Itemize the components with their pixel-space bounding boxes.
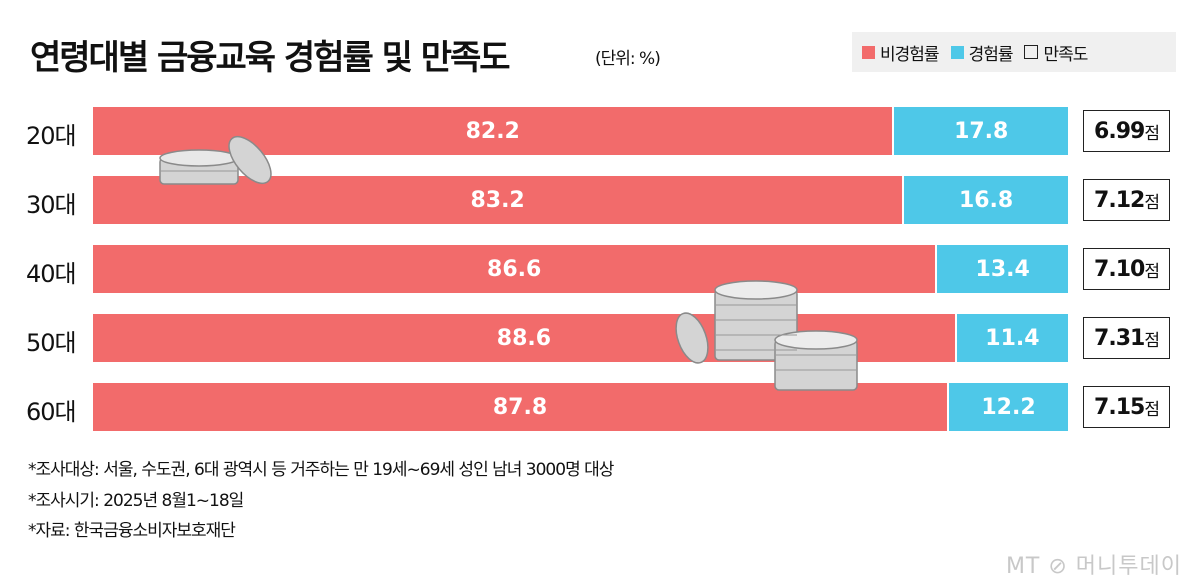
data-label: 12.2 bbox=[981, 394, 1036, 420]
legend: 비경험률 경험률 만족도 bbox=[852, 32, 1176, 72]
data-label: 13.4 bbox=[975, 256, 1030, 282]
satisfaction-score: 6.99 점 bbox=[1083, 110, 1170, 152]
category-label: 60대 bbox=[26, 398, 77, 426]
data-label: 86.6 bbox=[487, 256, 542, 282]
data-label: 87.8 bbox=[492, 394, 548, 420]
data-label: 16.8 bbox=[958, 187, 1014, 213]
score-value: 7.10 bbox=[1094, 256, 1145, 282]
bar-row: 20대 82.2 17.8 6.99 점 bbox=[0, 107, 1200, 155]
bar-experience: 17.8 bbox=[894, 107, 1068, 155]
category-label: 40대 bbox=[26, 260, 77, 288]
legend-swatch bbox=[862, 45, 875, 59]
chart-title: 연령대별 금융교육 경험률 및 만족도 bbox=[30, 38, 511, 78]
bar-experience: 16.8 bbox=[904, 176, 1068, 224]
bar-row: 30대 83.2 16.8 7.12 점 bbox=[0, 176, 1200, 224]
bar-row: 60대 87.8 12.2 7.15 점 bbox=[0, 383, 1200, 431]
bar-non-experience: 87.8 bbox=[93, 383, 948, 431]
bar-non-experience: 82.2 bbox=[93, 107, 893, 155]
data-label: 88.6 bbox=[496, 325, 552, 351]
score-value: 6.99 bbox=[1094, 118, 1145, 144]
legend-non-experience: 비경험률 bbox=[862, 40, 940, 65]
category-label: 50대 bbox=[26, 329, 77, 357]
unit-label: (단위: %) bbox=[595, 49, 661, 69]
bar-non-experience: 86.6 bbox=[93, 245, 936, 293]
score-suffix: 점 bbox=[1144, 330, 1160, 351]
bar-experience: 13.4 bbox=[937, 245, 1068, 293]
legend-label: 만족도 bbox=[1043, 44, 1088, 65]
satisfaction-score: 7.15 점 bbox=[1083, 386, 1170, 428]
category-label: 20대 bbox=[26, 122, 77, 150]
bar-experience: 12.2 bbox=[949, 383, 1068, 431]
score-value: 7.31 bbox=[1094, 325, 1145, 351]
bar-row: 50대 88.6 11.4 7.31 점 bbox=[0, 314, 1200, 362]
publisher-logo: MT ⊘ 머니투데이 bbox=[1005, 554, 1182, 579]
legend-experience: 경험률 bbox=[950, 40, 1014, 65]
satisfaction-score: 7.12 점 bbox=[1083, 179, 1170, 221]
note-subject: *조사대상: 서울, 수도권, 6대 광역시 등 거주하는 만 19세~69세 … bbox=[28, 460, 614, 480]
bar-non-experience: 83.2 bbox=[93, 176, 903, 224]
score-suffix: 점 bbox=[1144, 192, 1160, 213]
score-suffix: 점 bbox=[1144, 399, 1160, 420]
bar-experience: 11.4 bbox=[956, 314, 1068, 362]
note-period: *조사시기: 2025년 8월1~18일 bbox=[28, 491, 244, 511]
score-suffix: 점 bbox=[1144, 123, 1160, 144]
score-value: 7.12 bbox=[1094, 187, 1145, 213]
legend-label: 경험률 bbox=[968, 44, 1014, 65]
bar-non-experience: 88.6 bbox=[93, 314, 955, 362]
data-label: 17.8 bbox=[954, 118, 1009, 144]
satisfaction-score: 7.10 점 bbox=[1083, 248, 1170, 290]
bar-row: 40대 86.6 13.4 7.10 점 bbox=[0, 245, 1200, 293]
note-source: *자료: 한국금융소비자보호재단 bbox=[28, 521, 236, 541]
data-label: 83.2 bbox=[470, 187, 525, 213]
legend-satisfaction: 만족도 bbox=[1024, 40, 1088, 65]
legend-swatch bbox=[950, 45, 964, 59]
legend-label: 비경험률 bbox=[880, 44, 940, 65]
satisfaction-score: 7.31 점 bbox=[1083, 317, 1170, 359]
score-suffix: 점 bbox=[1144, 261, 1160, 282]
data-label: 82.2 bbox=[465, 118, 520, 144]
legend-swatch bbox=[1024, 45, 1039, 59]
data-label: 11.4 bbox=[985, 325, 1040, 351]
category-label: 30대 bbox=[26, 191, 77, 219]
score-value: 7.15 bbox=[1094, 394, 1145, 420]
